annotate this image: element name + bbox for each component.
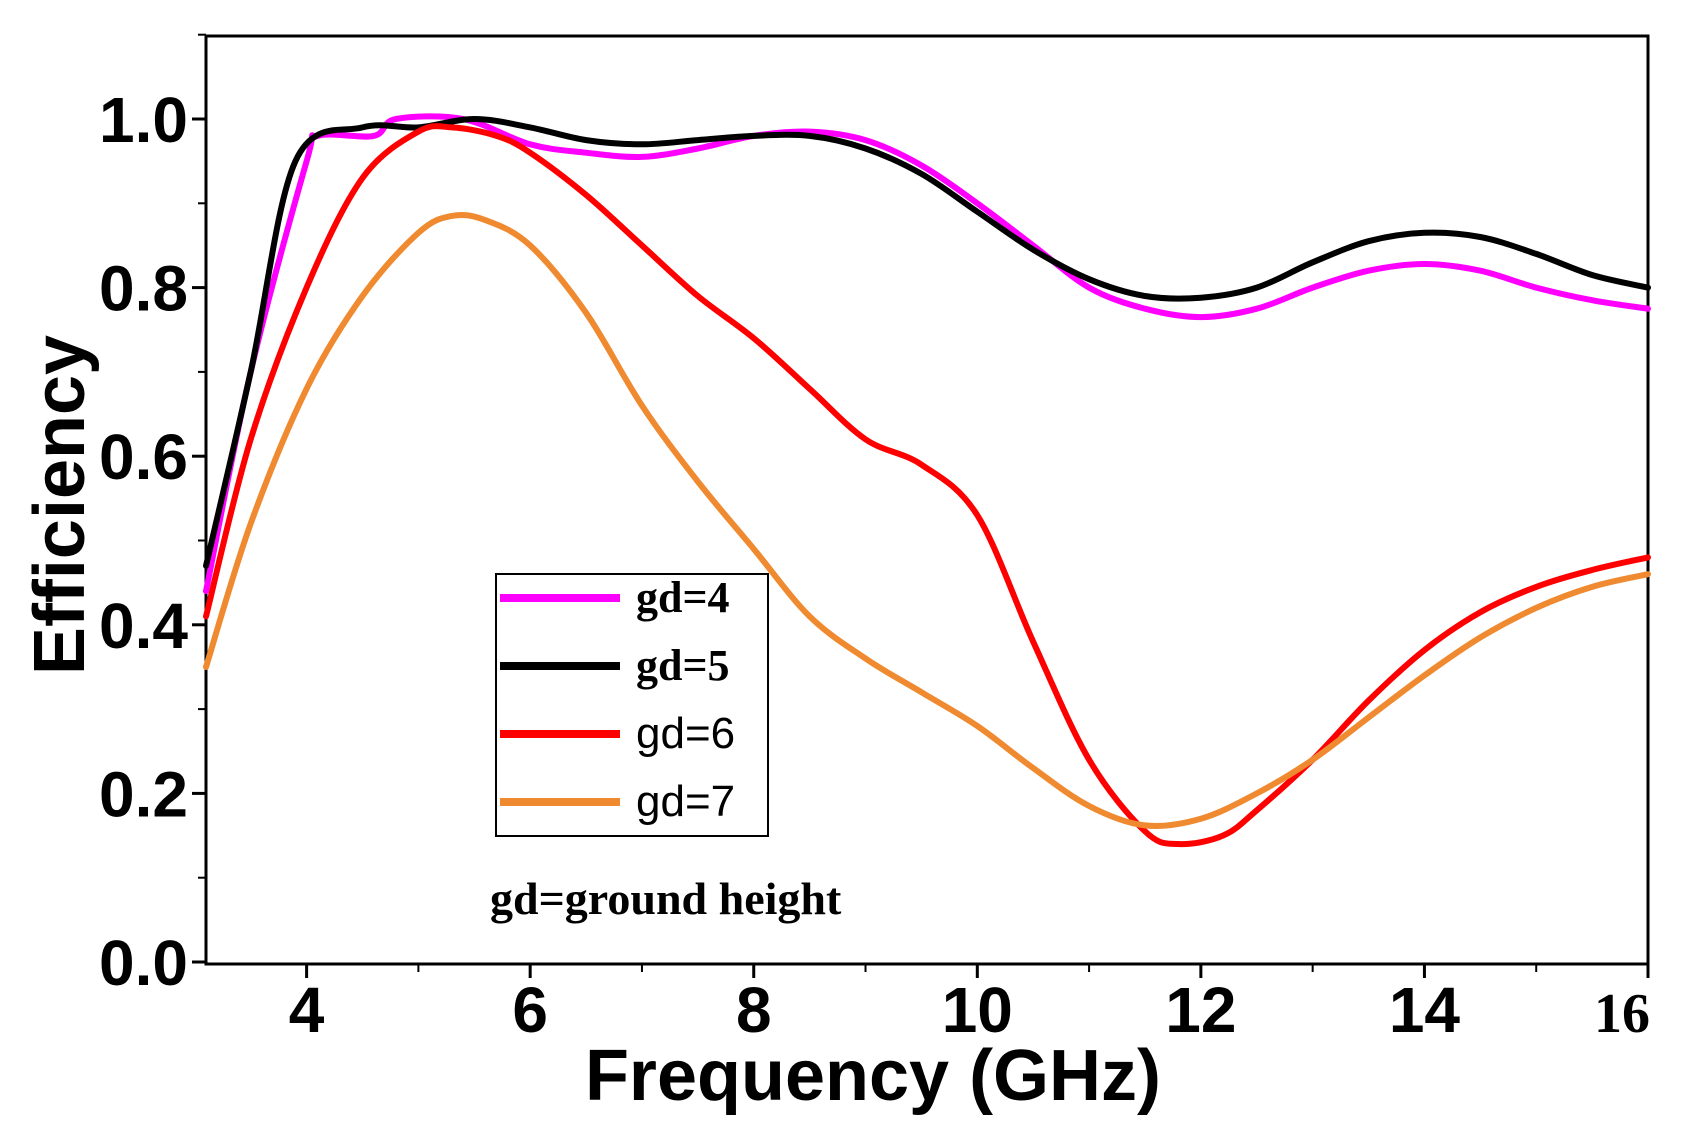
legend-label: gd=6 — [636, 709, 735, 758]
series-line-gd-4 — [203, 113, 1651, 595]
legend: gd=4 gd=5 gd=6 gd=7 — [495, 573, 769, 837]
y-axis-title: Efficiency — [20, 335, 100, 675]
series-line-gd-5 — [203, 116, 1651, 569]
legend-label: gd=5 — [636, 641, 730, 690]
x-tick-label: 6 — [512, 974, 548, 1046]
series-line-gd-6 — [203, 123, 1651, 848]
series-lines — [203, 113, 1651, 848]
plot-frame — [204, 34, 1650, 966]
axis-ticks — [192, 33, 1650, 978]
y-tick-label: 0.0 — [99, 927, 188, 999]
y-tick-label: 0.8 — [99, 253, 188, 325]
legend-label: gd=4 — [636, 573, 730, 622]
x-tick-label: 16 — [1594, 983, 1650, 1045]
series-line-gd-7 — [203, 211, 1651, 829]
y-tick-label: 0.6 — [99, 421, 188, 493]
y-tick-label: 1.0 — [99, 84, 188, 156]
x-tick-label: 10 — [942, 974, 1013, 1046]
legend-box — [495, 573, 769, 837]
legend-label: gd=7 — [636, 777, 735, 826]
x-tick-label: 12 — [1165, 974, 1236, 1046]
y-tick-labels: 0.0 0.2 0.4 0.6 0.8 1.0 — [99, 84, 188, 999]
x-axis-title: Frequency (GHz) — [585, 1036, 1161, 1116]
y-tick-label: 0.2 — [99, 758, 188, 830]
x-tick-label: 8 — [736, 974, 772, 1046]
y-tick-label: 0.4 — [99, 590, 188, 662]
x-tick-label: 14 — [1389, 974, 1461, 1046]
annotation-text: gd=ground height — [490, 873, 842, 924]
x-tick-labels: 4 6 8 10 12 14 16 — [289, 974, 1650, 1046]
x-tick-label: 4 — [289, 974, 325, 1046]
